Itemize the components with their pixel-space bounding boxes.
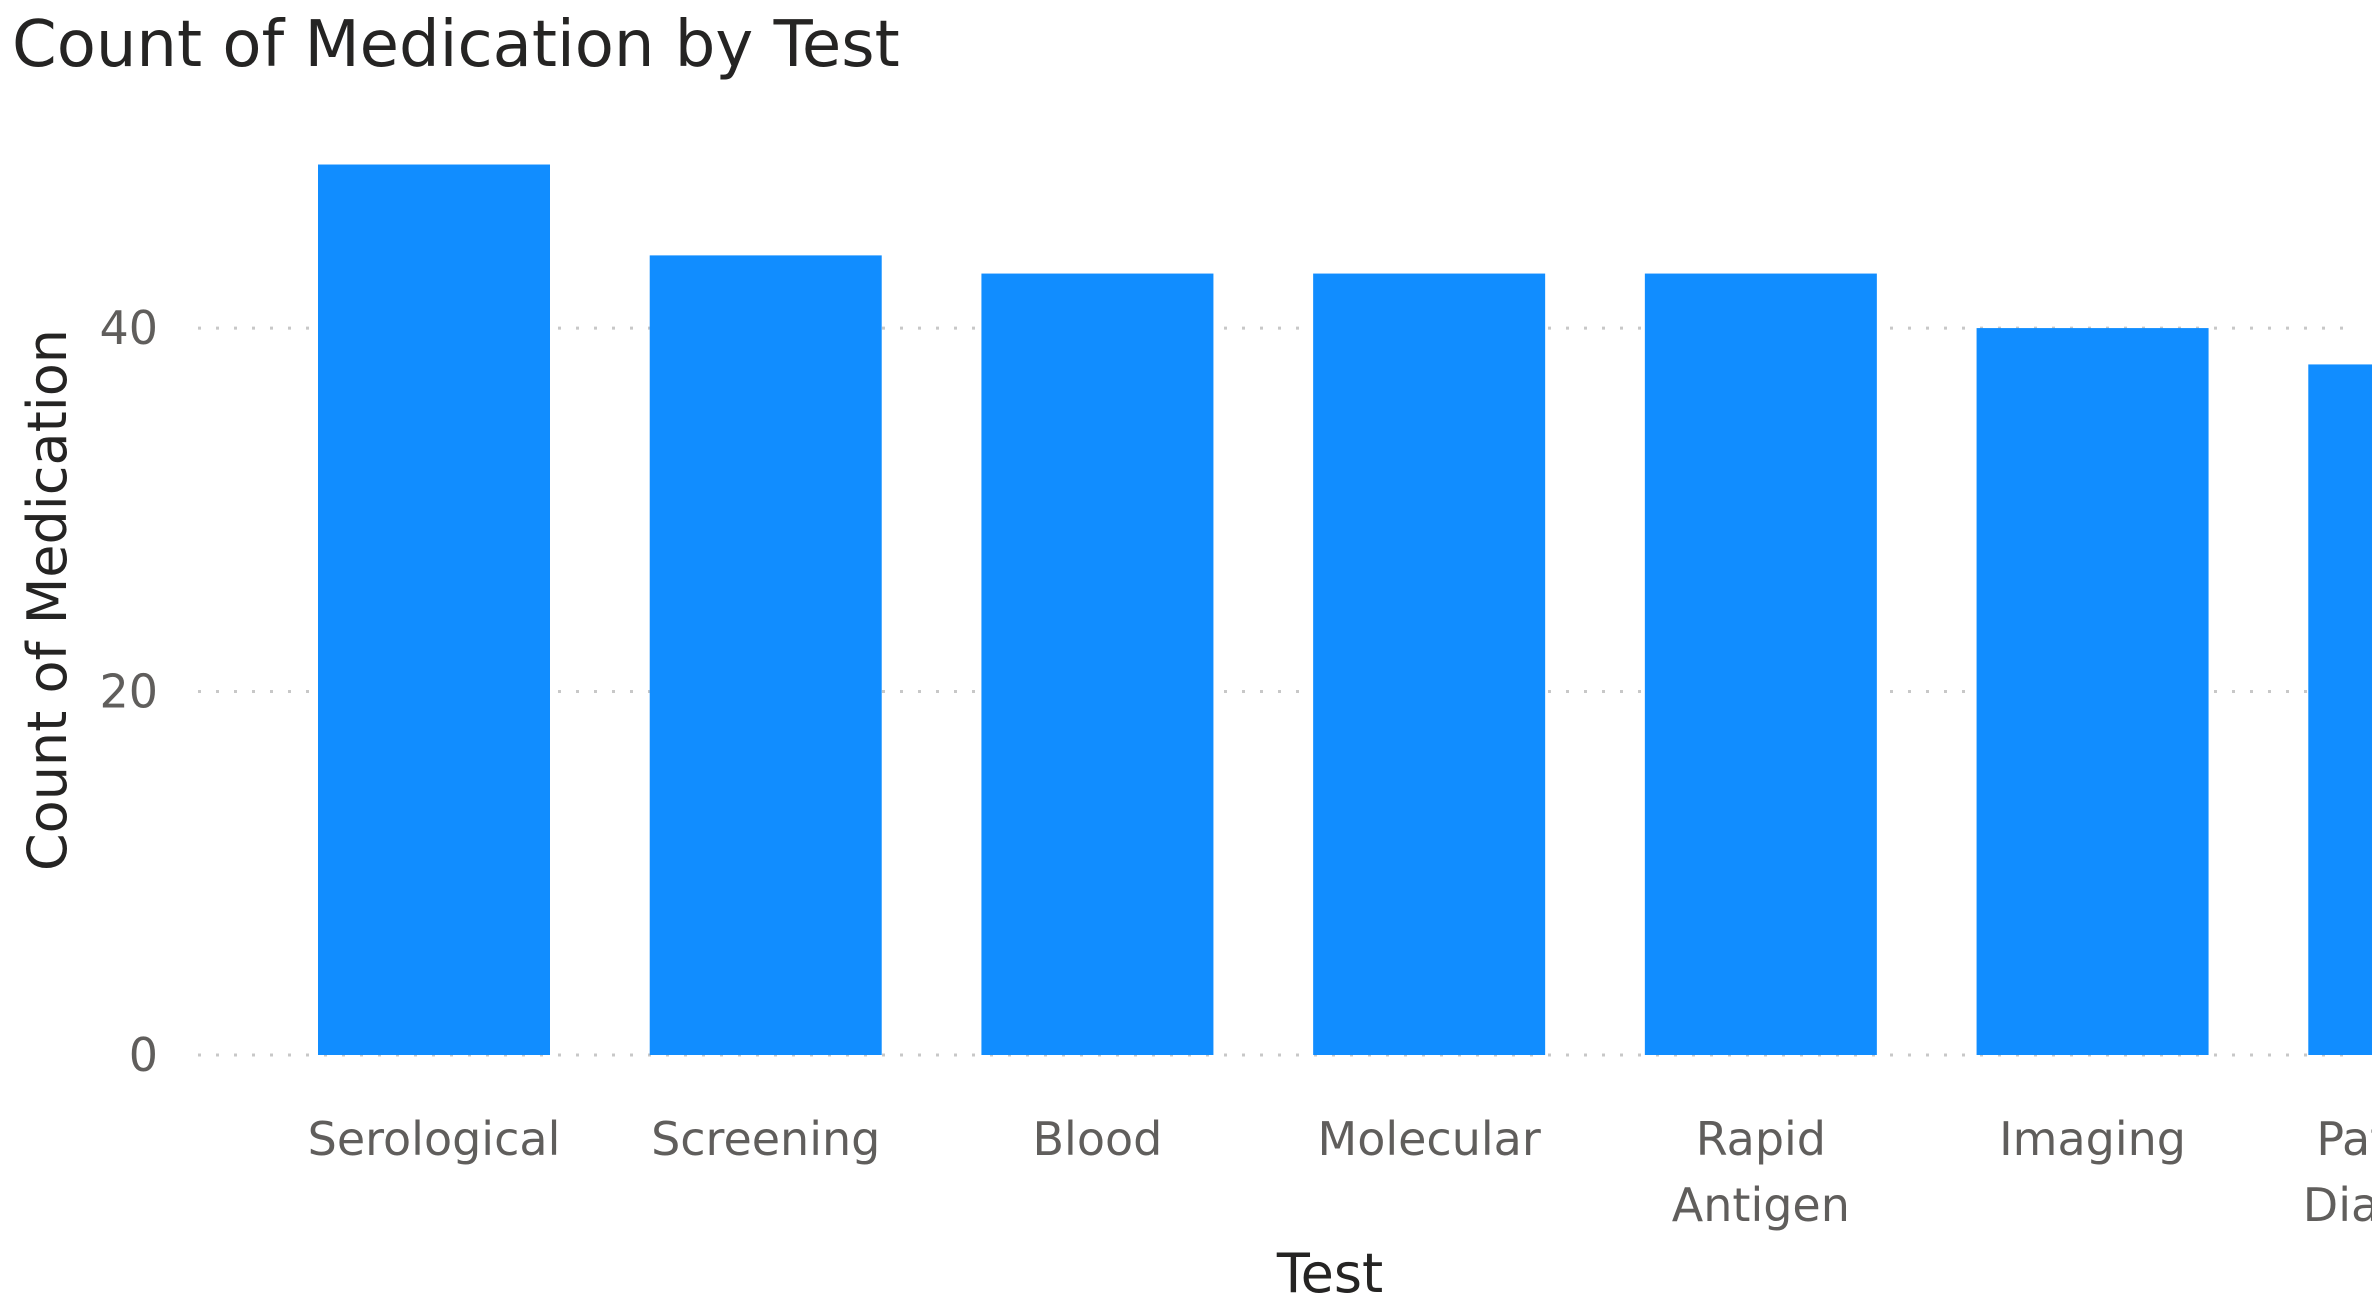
- bar[interactable]: [1313, 273, 1546, 1055]
- x-tick-label: Pathogen Diagnostic: [2303, 1112, 2372, 1232]
- x-tick-label: Screening: [651, 1112, 880, 1166]
- bar[interactable]: [1976, 328, 2209, 1056]
- x-tick-label-line: Serological: [308, 1112, 561, 1166]
- bar[interactable]: [2308, 364, 2372, 1055]
- x-tick-label-line: Blood: [1033, 1112, 1163, 1166]
- x-tick-label: Molecular: [1318, 1112, 1541, 1166]
- chart-title: Count of Medication by Test: [12, 8, 900, 82]
- y-tick-label: 0: [129, 1028, 158, 1082]
- y-axis-title: Count of Medication: [16, 329, 79, 871]
- x-tick-label: Rapid Antigen: [1672, 1112, 1850, 1232]
- x-tick-label: Imaging: [1999, 1112, 2186, 1166]
- bar[interactable]: [318, 164, 550, 1055]
- bar[interactable]: [1644, 273, 1877, 1055]
- x-tick-label: Serological: [308, 1112, 561, 1166]
- bar[interactable]: [649, 255, 882, 1055]
- x-axis-title: Test: [1276, 1242, 1383, 1305]
- y-tick-label: 20: [99, 665, 158, 719]
- x-tick-label-line: Pathogen: [2316, 1112, 2372, 1166]
- x-tick-label-line: Rapid: [1696, 1112, 1826, 1166]
- x-tick-label-line: Molecular: [1318, 1112, 1541, 1166]
- bar[interactable]: [981, 273, 1214, 1055]
- x-tick-label-line: Diagnostic: [2303, 1178, 2372, 1232]
- bars: [318, 164, 2372, 1056]
- x-tick-label-line: Antigen: [1672, 1178, 1850, 1232]
- x-tick-label-line: Imaging: [1999, 1112, 2186, 1166]
- y-axis-ticks: 0 20 40: [99, 301, 158, 1082]
- y-tick-label: 40: [99, 301, 158, 355]
- x-tick-label: Blood: [1033, 1112, 1163, 1166]
- x-axis-ticks: Serological Screening Blood Molecular Rapid A…: [308, 1112, 2372, 1232]
- x-tick-label-line: Screening: [651, 1112, 880, 1166]
